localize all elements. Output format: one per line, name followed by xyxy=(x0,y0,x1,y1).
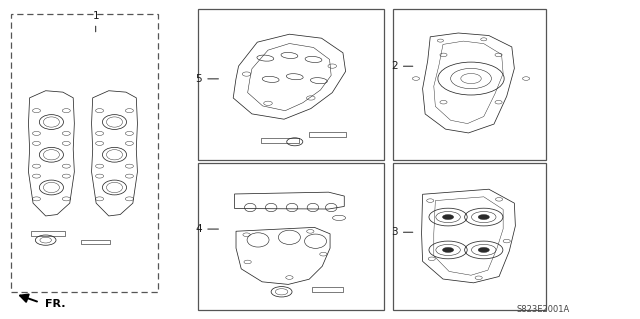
Text: 3: 3 xyxy=(391,227,413,237)
Text: FR.: FR. xyxy=(45,299,65,309)
Text: S823E2001A: S823E2001A xyxy=(516,305,570,314)
Ellipse shape xyxy=(478,214,490,219)
Text: 4: 4 xyxy=(196,224,218,234)
Ellipse shape xyxy=(442,214,454,219)
Text: 2: 2 xyxy=(391,61,413,71)
Bar xyxy=(11,14,157,292)
Text: 1: 1 xyxy=(92,11,99,32)
Bar xyxy=(198,163,384,310)
Bar xyxy=(394,163,546,310)
Text: 5: 5 xyxy=(196,74,218,84)
Ellipse shape xyxy=(442,248,454,252)
Bar xyxy=(394,9,546,160)
Bar xyxy=(198,9,384,160)
Ellipse shape xyxy=(478,248,490,252)
